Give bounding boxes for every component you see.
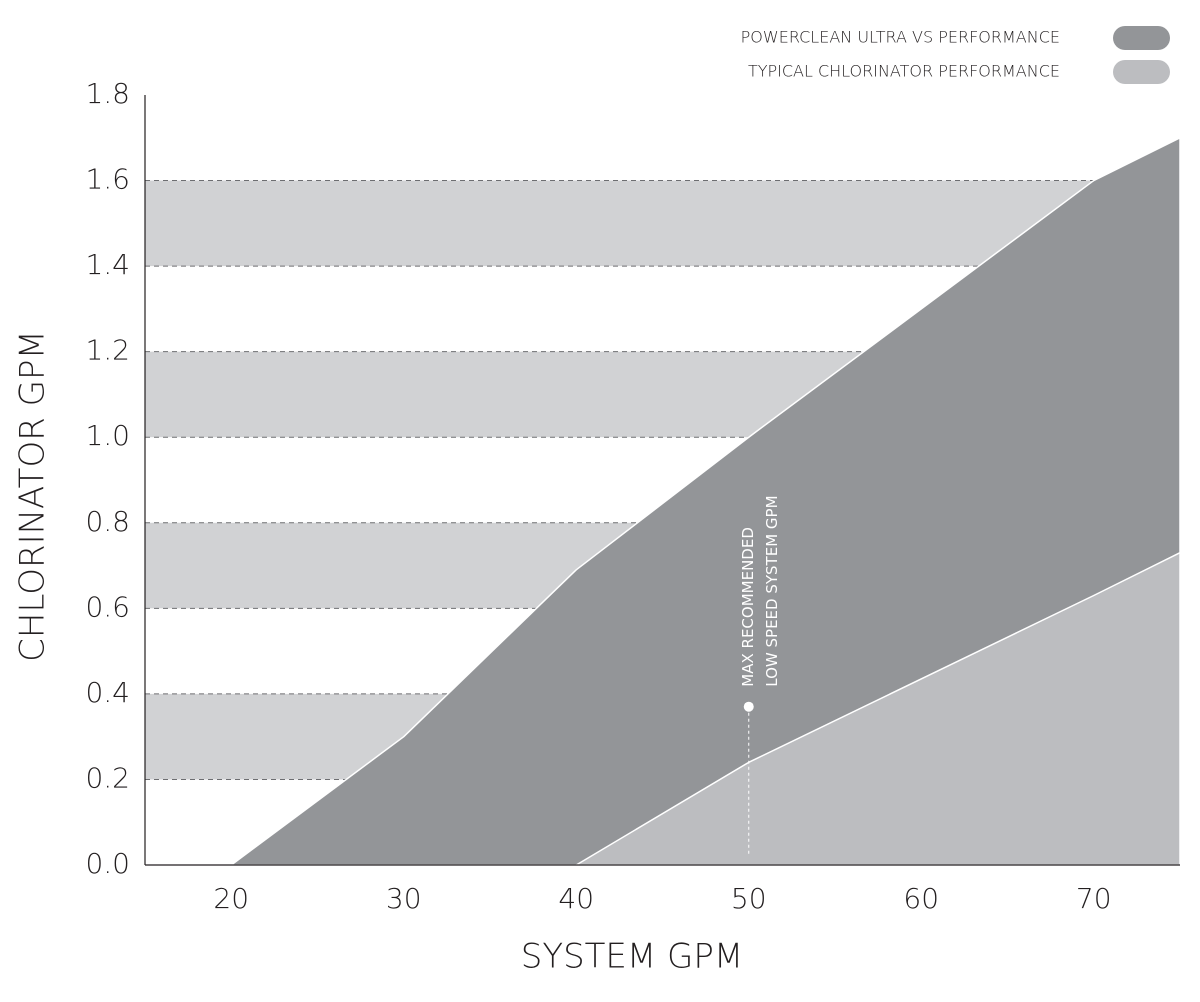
x-tick-label: 60 — [903, 882, 939, 915]
annotation-text: MAX RECOMMENDED — [739, 527, 757, 687]
legend-label: POWERCLEAN ULTRA VS PERFORMANCE — [741, 28, 1060, 47]
x-tick-label: 30 — [386, 882, 422, 915]
legend-label: TYPICAL CHLORINATOR PERFORMANCE — [748, 62, 1060, 81]
y-tick-label: 0.2 — [85, 761, 130, 794]
annotation-text: LOW SPEED SYSTEM GPM — [763, 495, 781, 686]
y-tick-label: 1.4 — [85, 248, 130, 281]
x-tick-label: 50 — [731, 882, 767, 915]
y-tick-label: 0.4 — [85, 676, 130, 709]
x-tick-label: 70 — [1076, 882, 1112, 915]
x-tick-label: 20 — [213, 882, 249, 915]
y-tick-label: 0.6 — [85, 590, 130, 623]
y-tick-label: 1.6 — [85, 163, 130, 196]
y-tick-label: 1.0 — [85, 419, 130, 452]
y-tick-label: 0.8 — [85, 505, 130, 538]
y-axis-label: CHLORINATOR GPM — [13, 330, 53, 662]
legend-swatch — [1113, 60, 1170, 84]
annotation: MAX RECOMMENDED LOW SPEED SYSTEM GPM — [739, 495, 781, 855]
y-tick-label: 0.0 — [85, 847, 130, 880]
legend-swatch — [1113, 26, 1170, 50]
x-tick-label: 40 — [558, 882, 594, 915]
x-axis-label: SYSTEM GPM — [521, 937, 744, 977]
annotation-dot — [743, 701, 754, 712]
y-tick-label: 1.2 — [85, 334, 130, 367]
y-tick-label: 1.8 — [85, 77, 130, 110]
